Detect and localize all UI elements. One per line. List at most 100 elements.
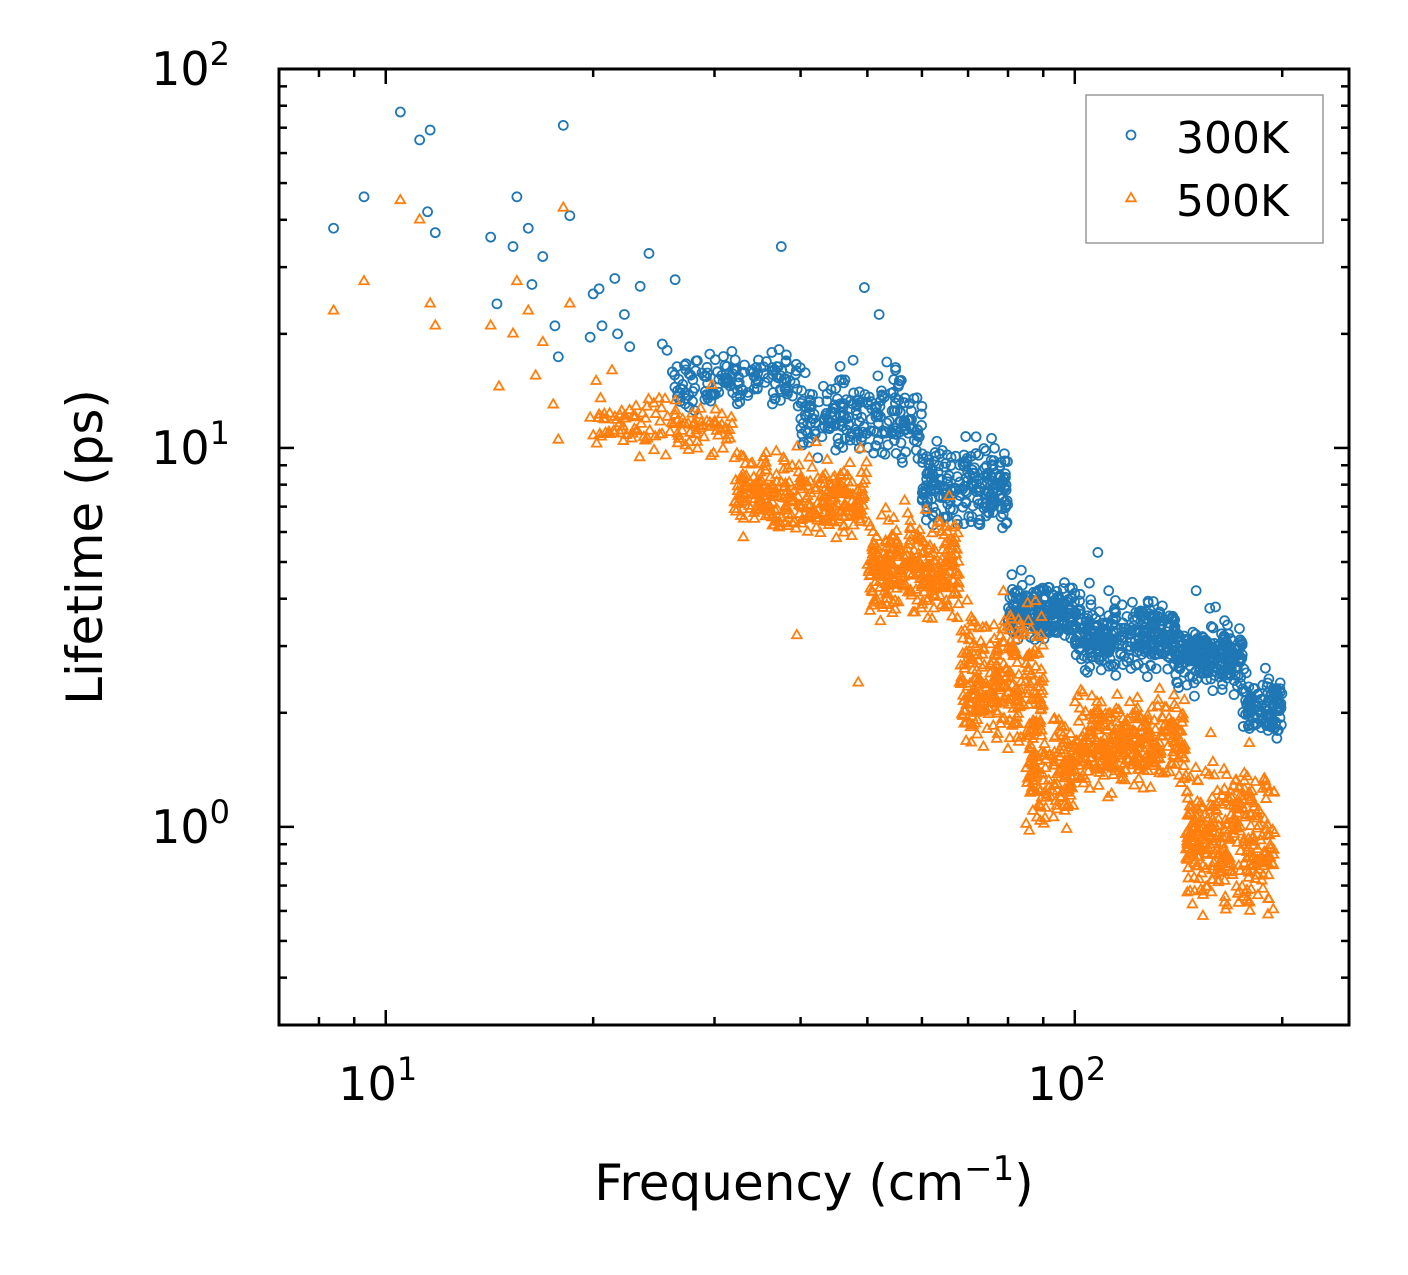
data-point-500k [636,406,649,418]
data-point-300k [843,418,855,430]
data-point-500k [1039,761,1052,773]
data-point-300k [1131,646,1143,658]
data-point-300k [868,425,880,437]
data-point-500k [1101,790,1115,802]
data-point-500k [1171,730,1184,742]
data-point-500k [1065,781,1079,793]
data-point-300k [1215,638,1226,649]
data-point-500k [1033,799,1047,811]
data-point-300k [726,346,738,357]
data-point-500k [599,425,612,437]
data-point-500k [794,499,807,511]
data-point-500k [906,605,920,617]
data-point-500k [1098,718,1112,730]
data-point-300k [705,395,717,407]
data-point-500k [1085,731,1098,743]
data-point-500k [819,500,832,512]
data-point-500k [1137,781,1150,793]
data-point-500k [1112,748,1125,760]
data-point-300k [967,500,979,512]
data-point-300k [1127,611,1139,623]
data-point-500k [847,498,861,510]
data-point-500k [998,614,1011,626]
data-point-500k [1058,720,1072,732]
data-point-300k [890,429,902,440]
data-point-500k [616,419,630,431]
data-point-500k [1131,762,1145,774]
data-point-300k [1173,630,1185,642]
data-point-500k [1244,790,1258,802]
data-point-500k [786,490,800,502]
data-point-300k [734,396,746,408]
data-point-500k [823,477,837,489]
data-point-300k [827,402,839,414]
data-point-300k [804,407,815,418]
data-point-300k [719,359,731,371]
data-point-500k [1073,701,1087,713]
data-point-500k [752,473,766,485]
data-point-500k [830,496,843,508]
data-point-500k [980,721,994,733]
data-point-500k [886,528,900,540]
data-point-300k [850,405,862,416]
data-point-500k [825,505,839,517]
data-point-500k [1250,868,1264,880]
data-point-500k [1204,726,1218,738]
data-point-300k [905,405,917,417]
data-point-500k [1186,815,1199,827]
data-point-500k [1122,725,1136,737]
data-point-500k [969,639,983,651]
data-point-300k [857,426,869,438]
data-point-500k [1037,746,1051,758]
data-point-500k [1251,888,1265,900]
data-point-500k [1156,711,1169,723]
data-point-300k [1236,652,1248,664]
data-point-500k [899,578,913,590]
data-point-500k [725,416,739,428]
data-point-500k [1070,748,1083,760]
data-point-500k [763,502,777,514]
data-point-500k [1219,813,1232,825]
data-point-300k [1107,661,1119,672]
data-point-500k [990,658,1003,670]
data-point-500k [1147,713,1161,725]
data-point-500k [986,718,1000,730]
data-point-500k [984,656,997,668]
data-point-300k [414,134,426,146]
data-point-500k [1204,803,1217,815]
data-point-500k [737,487,751,499]
data-point-500k [649,406,663,418]
data-point-300k [1266,693,1277,705]
data-point-500k [1035,728,1048,740]
data-point-300k [1028,616,1040,628]
data-point-500k [1104,710,1118,722]
data-point-500k [880,591,894,603]
data-point-500k [1261,907,1275,919]
data-point-300k [1078,650,1090,662]
data-point-500k [904,585,918,597]
data-point-500k [1100,754,1114,766]
data-point-300k [1240,667,1252,679]
data-point-300k [1243,707,1255,719]
data-point-300k [1109,658,1121,670]
data-point-500k [966,656,979,668]
data-point-300k [932,466,944,478]
data-point-500k [669,393,682,405]
data-point-500k [879,552,892,564]
data-point-300k [1100,634,1112,646]
data-point-300k [766,365,778,376]
data-point-500k [671,413,684,425]
data-point-500k [774,475,788,487]
data-point-500k [647,396,661,408]
data-point-500k [1083,757,1096,769]
data-point-500k [992,672,1006,684]
data-point-500k [945,609,959,621]
data-point-500k [1021,596,1034,608]
data-point-300k [989,442,1000,454]
data-point-300k [1233,656,1245,668]
data-point-500k [960,593,974,605]
data-point-500k [988,670,1001,682]
data-point-500k [1167,688,1181,700]
data-point-500k [1110,715,1124,727]
data-point-300k [821,388,833,400]
